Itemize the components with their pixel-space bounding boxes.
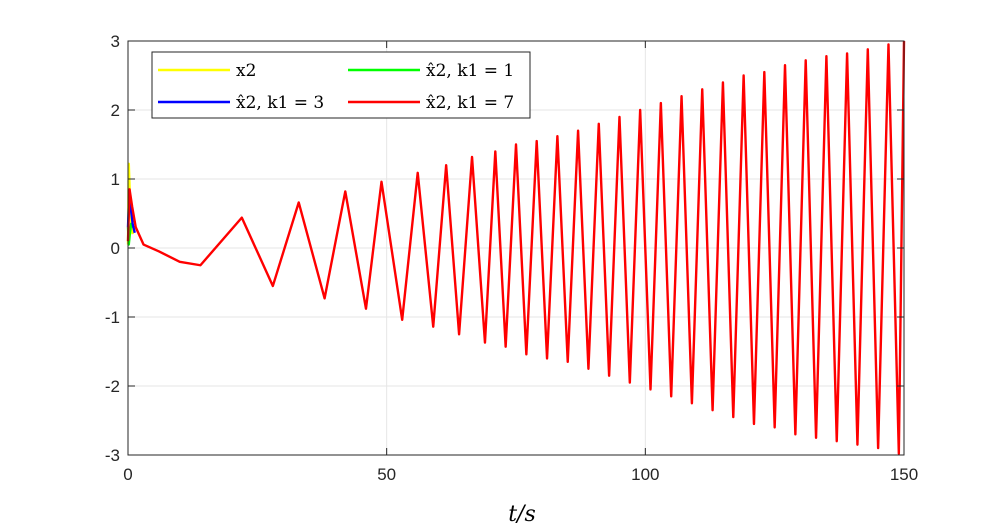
series-line [126,40,906,455]
legend: x2 x̂2, k1 = 3 x̂2, k1 = 1 x̂2, k1 = 7 [151,51,531,119]
legend-label: x̂2, k1 = 3 [236,93,324,113]
x-tick-labels: 0 50 100 150 [123,465,918,484]
series-layer [126,40,906,455]
legend-label: x̂2, k1 = 7 [426,93,514,113]
x-tick-label: 50 [377,465,396,484]
y-tick-label: -2 [105,377,120,396]
x-tick-label: 0 [123,465,132,484]
x-axis-label: t/s [508,502,536,527]
legend-entries: x2 x̂2, k1 = 3 x̂2, k1 = 1 x̂2, k1 = 7 [158,61,514,113]
axis-ticks [127,40,905,456]
x-tick-label: 100 [631,465,659,484]
y-tick-label: -3 [105,446,120,465]
legend-label: x2 [236,61,256,81]
legend-box [151,51,531,119]
y-tick-label: 2 [111,101,120,120]
y-tick-label: -1 [105,308,120,327]
y-tick-label: 1 [111,170,120,189]
x-tick-label: 150 [890,465,918,484]
legend-label: x̂2, k1 = 1 [426,61,514,81]
y-tick-labels: -3 -2 -1 0 1 2 3 [105,32,120,465]
y-tick-label: 3 [111,32,120,51]
y-tick-label: 0 [111,239,120,258]
